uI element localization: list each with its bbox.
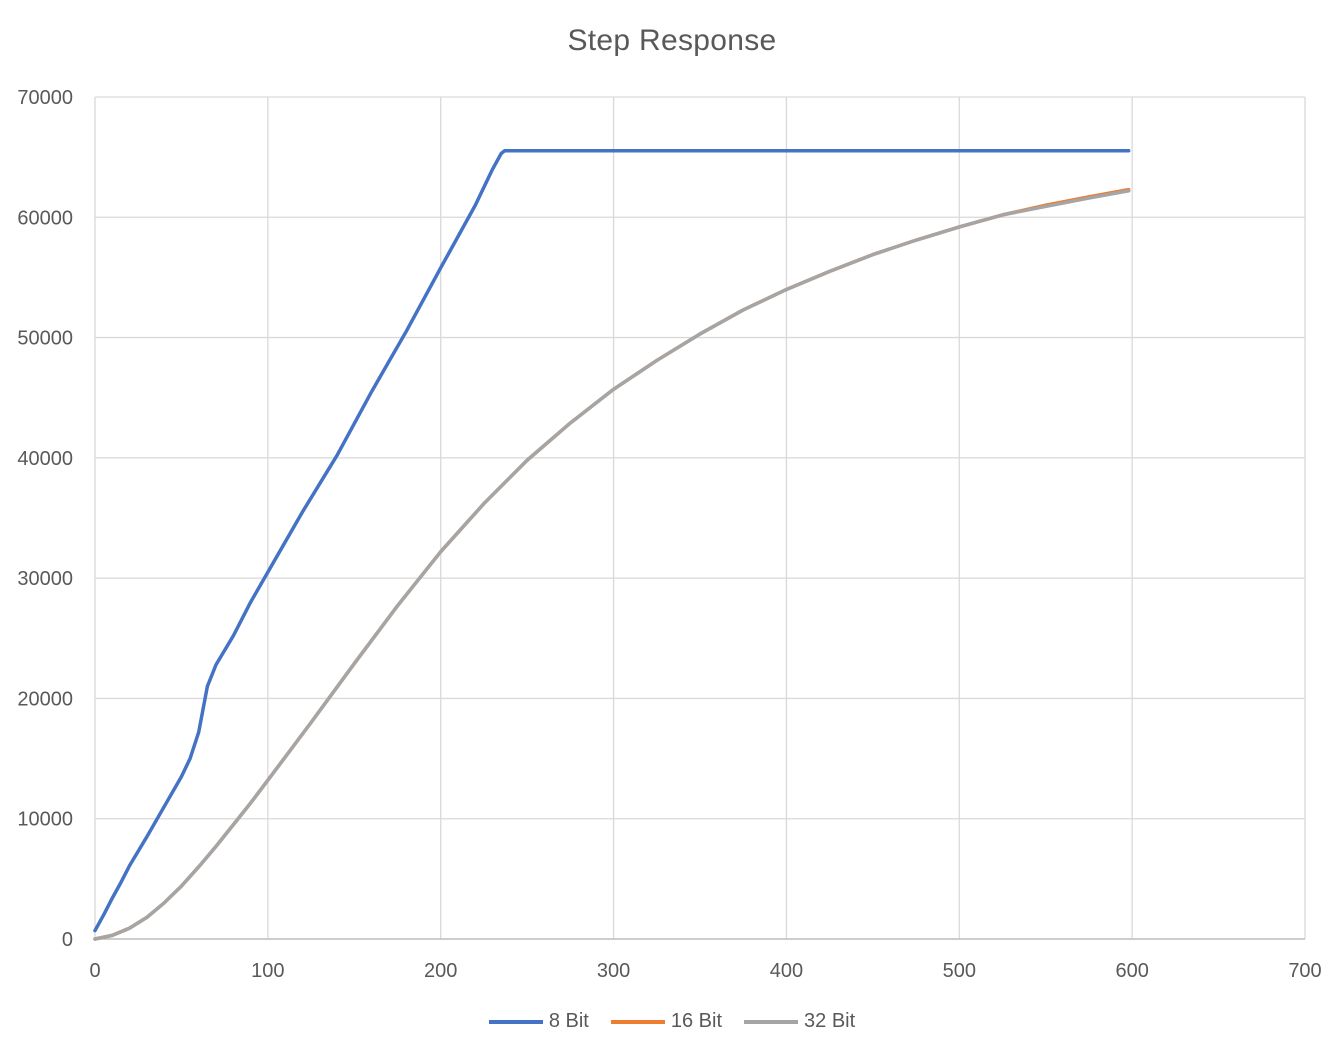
legend-label: 16 Bit — [670, 1010, 723, 1032]
chart-title: Step Response — [567, 24, 777, 57]
legend-label: 8 Bit — [548, 1010, 589, 1032]
gridlines — [94, 96, 1306, 940]
x-tick-label: 100 — [251, 960, 284, 982]
legend-swatch — [488, 1019, 543, 1024]
x-tick-label: 300 — [597, 960, 630, 982]
y-tick-label: 40000 — [17, 448, 73, 470]
y-tick-label: 10000 — [17, 809, 73, 831]
legend-item: 16 Bit — [610, 1010, 723, 1033]
x-tick-label: 700 — [1288, 960, 1321, 982]
tick-labels: 0 100 200 300 400 500 600 700 0 10000 20000 30000 40… — [17, 87, 1321, 982]
x-tick-label: 200 — [424, 960, 457, 982]
x-tick-label: 500 — [943, 960, 976, 982]
x-tick-label: 600 — [1115, 960, 1148, 982]
x-tick-label: 400 — [770, 960, 803, 982]
y-tick-label: 30000 — [17, 568, 73, 590]
y-tick-label: 70000 — [17, 87, 73, 109]
legend-swatch — [744, 1019, 799, 1024]
x-tick-label: 0 — [89, 960, 100, 982]
legend-label: 32 Bit — [804, 1010, 856, 1032]
y-tick-label: 0 — [62, 929, 73, 951]
legend-item: 32 Bit — [744, 1010, 855, 1033]
series-line-16-bit — [93, 187, 1131, 941]
series-line-8-bit — [93, 148, 1131, 933]
y-tick-label: 20000 — [17, 688, 73, 710]
series-line-32-bit — [93, 189, 1131, 941]
y-tick-label: 60000 — [17, 207, 73, 229]
series-lines — [93, 148, 1131, 941]
legend-item: 8 Bit — [488, 1010, 589, 1033]
y-tick-label: 50000 — [17, 328, 73, 350]
legend-swatch — [610, 1019, 665, 1024]
legend: 8 Bit 16 Bit 32 Bit — [0, 1010, 1344, 1033]
